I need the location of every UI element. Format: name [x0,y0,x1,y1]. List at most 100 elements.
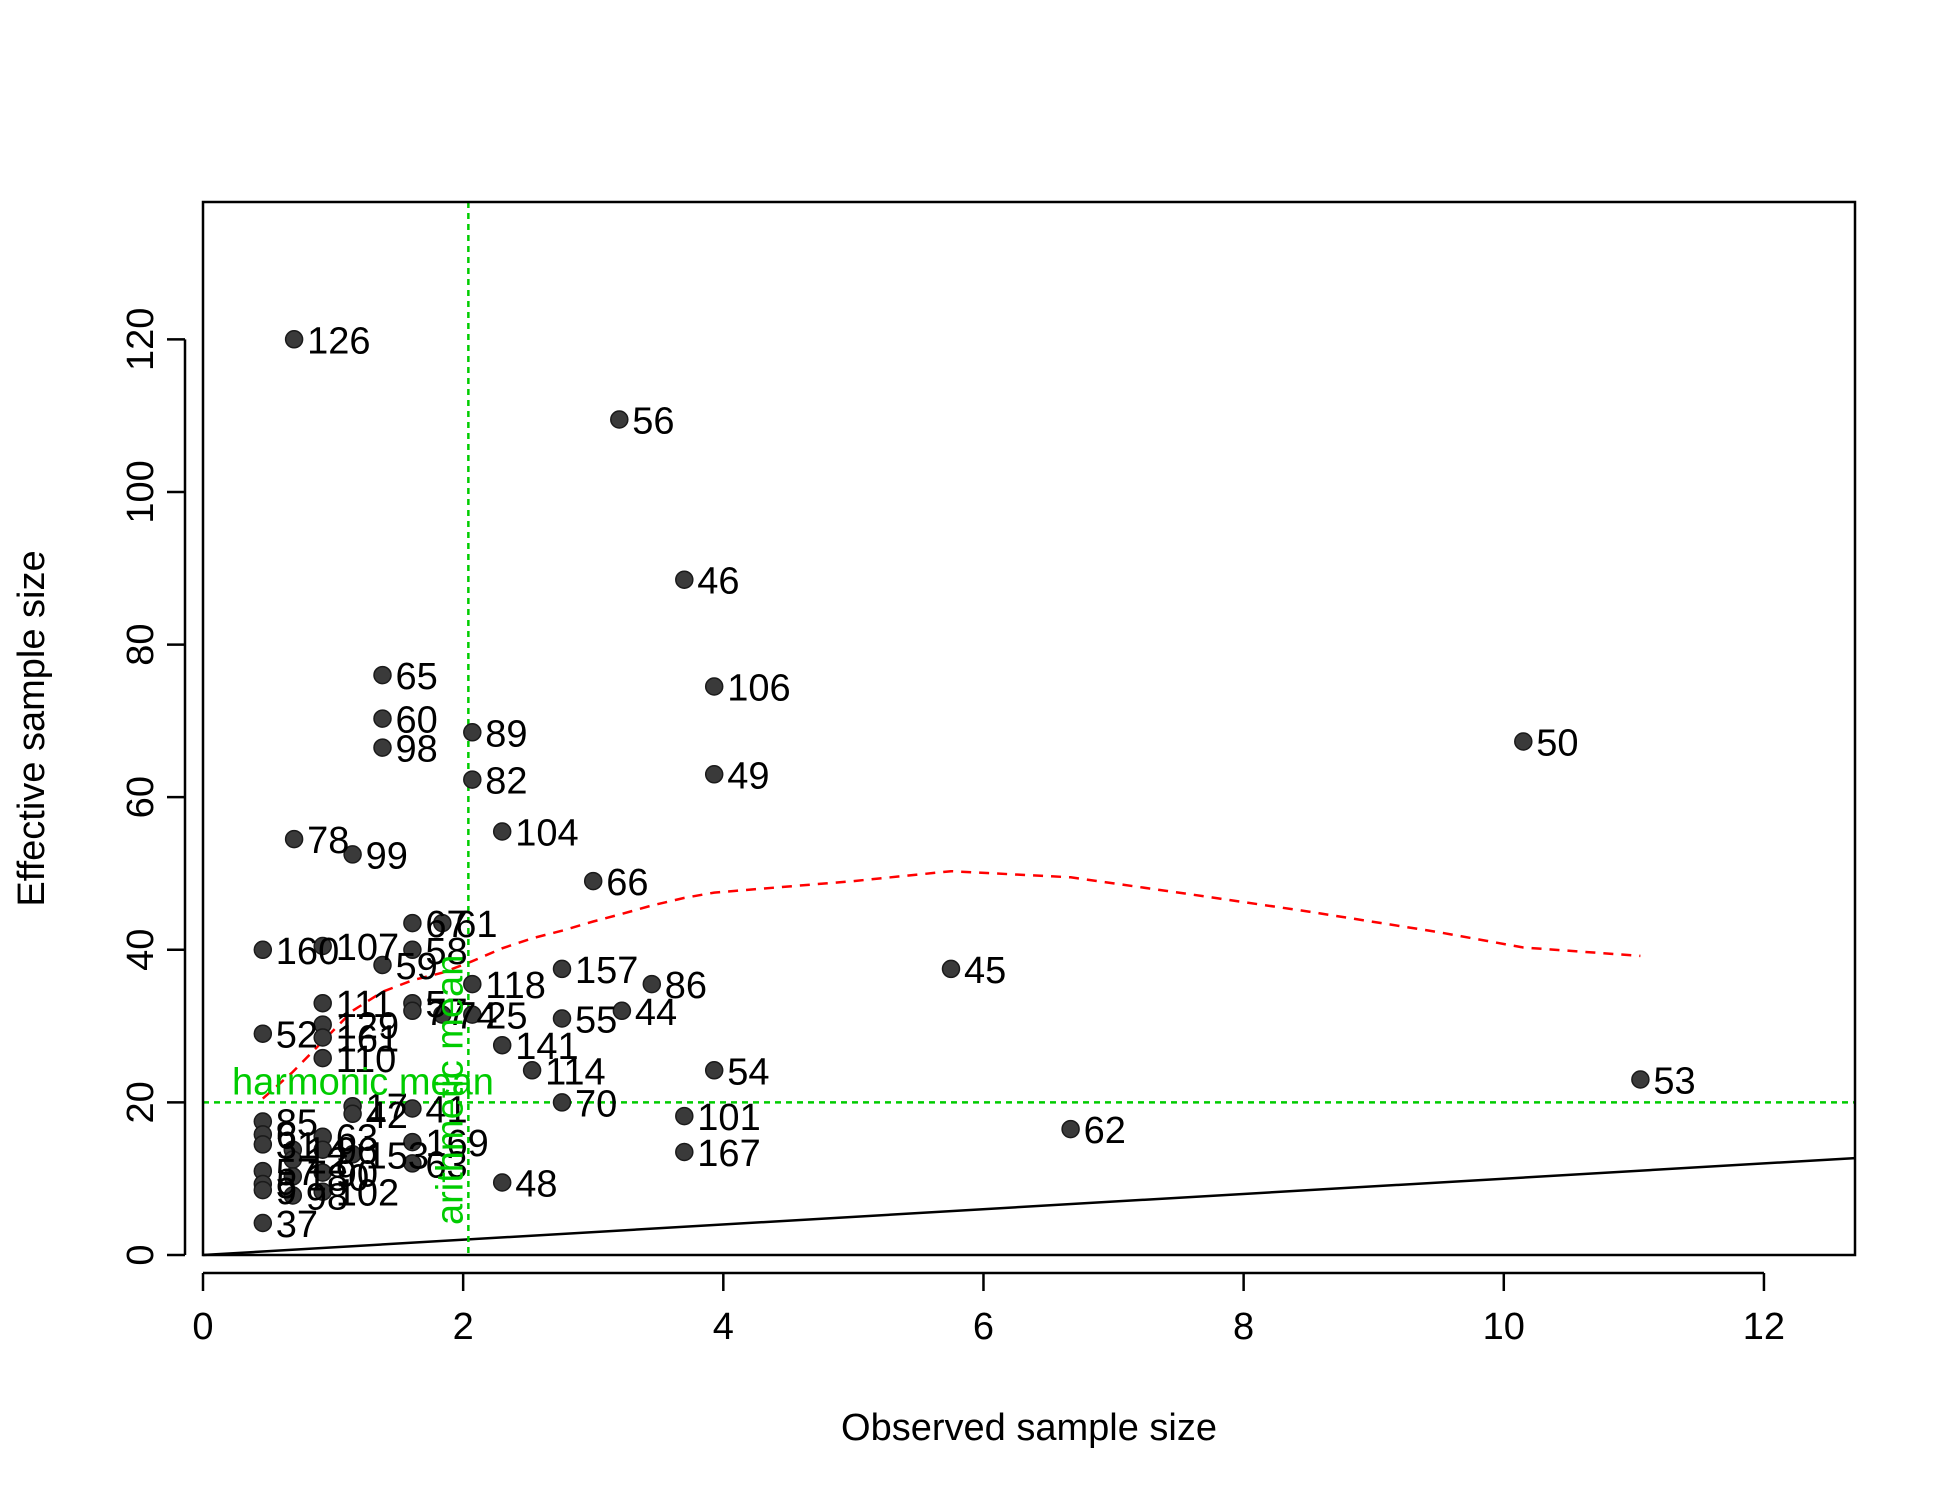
identity-line [202,1156,1856,1257]
points-layer [253,330,1650,1233]
data-point [253,940,273,960]
y-tick-label: 120 [120,308,162,371]
point-label: 126 [307,320,370,362]
point-label: 48 [515,1164,557,1206]
point-label: 54 [727,1051,769,1093]
point-label: 17 [366,1087,408,1129]
point-label: 66 [606,862,648,904]
data-point [313,1028,332,1047]
data-point [1631,1070,1650,1089]
data-point [433,913,452,933]
data-point [1061,1119,1080,1139]
point-label: 58 [425,931,467,973]
data-point [675,1142,694,1162]
data-point [373,709,392,728]
y-tick-label: 80 [120,623,162,665]
point-label: 60 [396,700,438,742]
data-point [403,1001,422,1021]
point-label: 96 [336,1131,378,1173]
data-point [492,1035,512,1055]
point-label: 99 [366,835,408,877]
data-point [941,959,961,979]
point-label: 157 [575,950,638,992]
x-tick-label: 8 [1233,1306,1254,1348]
data-point [313,1140,332,1159]
data-point [284,829,304,849]
point-label: 104 [515,813,578,855]
data-point [463,974,482,994]
data-point [313,993,332,1013]
point-label: 31 [276,1125,318,1167]
point-label: 78 [307,820,349,862]
x-tick-label: 6 [973,1306,994,1348]
data-point [253,1135,273,1154]
point-label: 50 [1536,723,1578,765]
data-point [343,1145,362,1164]
point-label: 5 [425,984,446,1026]
point-label: 61 [455,904,497,946]
data-point [492,822,512,841]
y-tick-label: 40 [120,929,162,971]
point-label: 53 [1653,1061,1695,1103]
data-point [373,665,392,685]
point-label: 62 [1084,1110,1126,1152]
trend-line [261,869,1641,1100]
data-point [463,723,482,742]
data-point [403,1154,422,1173]
data-point [463,1005,482,1024]
data-point [313,1048,332,1068]
point-label: 98 [396,729,438,771]
point-label: 82 [485,761,527,803]
point-label: 57 [276,1152,318,1194]
point-label: 12 [306,1141,348,1183]
data-point [1514,732,1533,751]
point-label: 129 [336,1006,399,1048]
point-label: 77 [425,992,467,1034]
point-label: 9 [276,1171,297,1213]
point-label: 153 [366,1135,429,1177]
data-point [583,871,603,891]
point-label: 167 [697,1133,760,1175]
point-label: 63 [336,1118,378,1160]
point-label: 74 [455,996,497,1038]
point-label: 101 [697,1097,760,1139]
data-point [403,913,422,933]
data-point [253,1024,273,1043]
data-point [552,1009,572,1028]
harmonic-mean-label: harmonic mean [232,1061,494,1103]
data-point [313,1182,332,1201]
point-label: 90 [336,1154,378,1196]
data-point [704,765,724,784]
point-label: 106 [727,668,790,710]
point-label: 111 [336,984,394,1026]
y-tick-label: 0 [120,1244,162,1265]
x-tick-label: 4 [713,1306,734,1348]
point-label: 44 [635,992,677,1034]
y-tick-label: 20 [120,1081,162,1123]
point-label: 110 [336,1039,397,1081]
point-label: 141 [515,1026,578,1068]
data-point [552,959,572,979]
point-label: 98 [306,1177,348,1219]
data-point [343,845,362,864]
data-point [313,936,332,956]
point-label: 42 [366,1095,408,1137]
x-tick-label: 0 [192,1306,213,1348]
data-point [313,1163,332,1182]
point-label: 55 [575,1000,617,1042]
data-point [403,1099,422,1118]
point-label: 63 [425,1144,467,1186]
data-point [253,1180,273,1200]
point-label: 89 [485,713,527,755]
point-label: 59 [396,946,438,988]
data-point [552,1093,572,1112]
x-tick-label: 10 [1483,1306,1525,1348]
point-label: 49 [727,755,769,797]
data-point [492,1173,512,1192]
identity-line-layer [202,1156,1856,1257]
data-point [373,955,392,975]
point-label: 114 [545,1051,606,1093]
plot-area-frame [201,200,1857,1257]
point-label: 25 [485,996,527,1038]
